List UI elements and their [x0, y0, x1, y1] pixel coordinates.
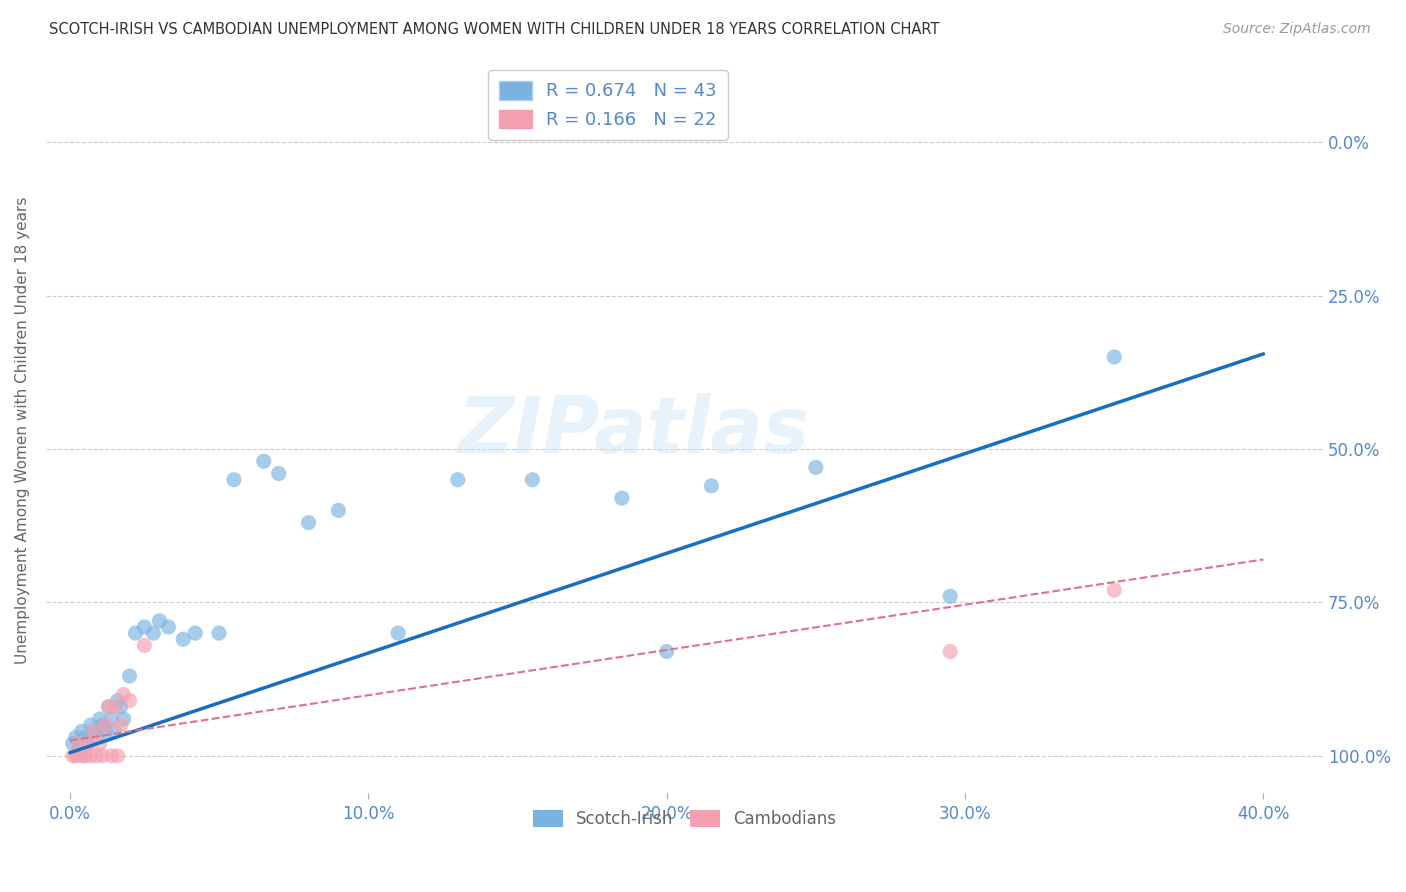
Point [86, 748, 108, 763]
Point [222, 473, 245, 487]
Point [107, 693, 129, 707]
Text: SCOTCH-IRISH VS CAMBODIAN UNEMPLOYMENT AMONG WOMEN WITH CHILDREN UNDER 18 YEARS : SCOTCH-IRISH VS CAMBODIAN UNEMPLOYMENT A… [49, 22, 939, 37]
Point [76, 737, 98, 751]
Point [67, 737, 90, 751]
Point [76, 737, 98, 751]
Point [328, 503, 350, 517]
Point [110, 718, 132, 732]
Point [62, 737, 84, 751]
Point [208, 626, 231, 640]
Point [297, 516, 319, 530]
Point [112, 712, 135, 726]
Point [157, 620, 180, 634]
Point [134, 620, 156, 634]
Point [94, 724, 117, 739]
Point [939, 589, 962, 603]
Point [610, 491, 633, 505]
Point [700, 479, 723, 493]
Point [124, 626, 146, 640]
Point [104, 699, 127, 714]
Point [67, 742, 90, 756]
Point [104, 724, 127, 739]
Point [1104, 583, 1126, 598]
Text: Source: ZipAtlas.com: Source: ZipAtlas.com [1223, 22, 1371, 37]
Y-axis label: Unemployment Among Women with Children Under 18 years: Unemployment Among Women with Children U… [15, 197, 30, 665]
Point [62, 748, 84, 763]
Point [65, 748, 87, 763]
Point [73, 731, 96, 745]
Point [939, 644, 962, 658]
Point [118, 693, 141, 707]
Text: ZIPatlas: ZIPatlas [457, 392, 810, 468]
Point [86, 731, 108, 745]
Point [83, 724, 105, 739]
Point [80, 748, 103, 763]
Point [94, 718, 117, 732]
Point [110, 699, 132, 714]
Point [89, 712, 111, 726]
Point [1104, 350, 1126, 364]
Point [97, 699, 120, 714]
Point [253, 454, 276, 468]
Legend: Scotch-Irish, Cambodians: Scotch-Irish, Cambodians [526, 804, 844, 835]
Point [70, 748, 93, 763]
Point [100, 712, 122, 726]
Point [100, 748, 122, 763]
Point [148, 614, 170, 628]
Point [118, 669, 141, 683]
Point [172, 632, 194, 647]
Point [83, 724, 105, 739]
Point [112, 688, 135, 702]
Point [447, 473, 470, 487]
Point [70, 724, 93, 739]
Point [184, 626, 207, 640]
Point [89, 737, 111, 751]
Point [134, 639, 156, 653]
Point [65, 731, 87, 745]
Point [107, 748, 129, 763]
Point [80, 718, 103, 732]
Point [142, 626, 165, 640]
Point [91, 718, 114, 732]
Point [655, 644, 678, 658]
Point [804, 460, 827, 475]
Point [522, 473, 544, 487]
Point [267, 467, 290, 481]
Point [91, 748, 114, 763]
Point [387, 626, 409, 640]
Point [73, 748, 96, 763]
Point [97, 699, 120, 714]
